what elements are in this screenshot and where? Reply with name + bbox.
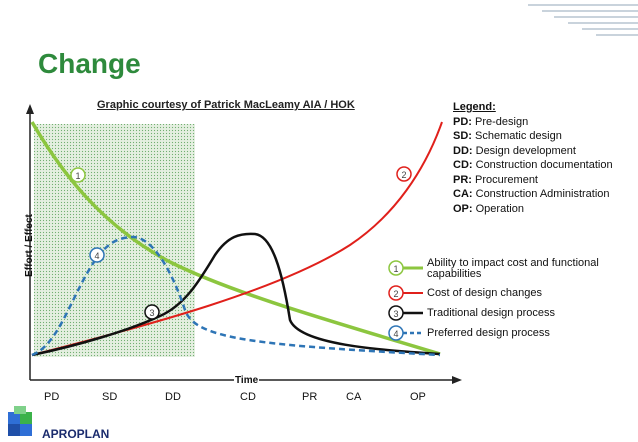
marker-1: 1 [70, 167, 86, 183]
marker-3-number: 3 [149, 308, 154, 318]
legend-item: PR: Procurement [453, 173, 538, 186]
y-axis-arrow [26, 104, 34, 114]
key-label-1: Ability to impact cost and functional ca… [427, 257, 599, 280]
legend-heading: Legend: [453, 101, 496, 113]
x-axis-label: Time [234, 375, 260, 386]
aproplan-logo-icon [8, 406, 32, 436]
key-2-number: 2 [393, 289, 398, 299]
marker-2: 2 [396, 166, 412, 182]
phase-label-pr: PR [302, 391, 318, 403]
legend-item: DD: Design development [453, 144, 576, 157]
y-axis-label: Effort / Effect [23, 214, 35, 277]
key-4-number: 4 [393, 329, 398, 339]
key-symbol-1: 1 [388, 260, 423, 276]
aproplan-logo-text: APROPLAN [42, 427, 110, 441]
phase-label-dd: DD [165, 391, 181, 403]
x-axis-arrow [452, 376, 462, 384]
curve-3-traditional-process [31, 232, 441, 357]
key-label-3: Traditional design process [427, 307, 555, 319]
legend-item: SD: Schematic design [453, 130, 562, 142]
marker-4: 4 [89, 247, 105, 263]
marker-4-number: 4 [94, 251, 99, 261]
key-3-number: 3 [393, 309, 398, 319]
marker-2-number: 2 [401, 170, 406, 180]
key-symbol-2: 2 [388, 285, 423, 301]
page-title: Change [38, 48, 141, 79]
legend-item: OP: Operation [453, 202, 524, 215]
curve-1-ability-to-impact [30, 121, 441, 356]
legend: Legend: PD: Pre-design SD: Schematic des… [453, 100, 613, 216]
graphic-credit: Graphic courtesy of Patrick MacLeamy AIA… [97, 99, 355, 111]
phase-label-op: OP [410, 391, 426, 403]
phase-label-ca: CA [346, 391, 362, 403]
legend-item: CD: Construction documentation [453, 159, 613, 171]
phase-label-cd: CD [240, 391, 256, 403]
header-decoration [518, 0, 638, 70]
key-symbol-3: 3 [388, 305, 423, 321]
key-label-4: Preferred design process [427, 327, 550, 339]
phase-label-pd: PD [44, 391, 60, 403]
curve-4-preferred-process [31, 235, 441, 357]
legend-item: PD: Pre-design [453, 115, 529, 128]
phase-label-sd: SD [102, 391, 118, 403]
key-1-number: 1 [393, 264, 398, 274]
marker-1-number: 1 [75, 171, 80, 181]
key-label-2: Cost of design changes [427, 287, 542, 299]
marker-3: 3 [144, 304, 160, 320]
key-symbol-4: 4 [388, 325, 423, 341]
legend-item: CA: Construction Administration [453, 188, 610, 200]
